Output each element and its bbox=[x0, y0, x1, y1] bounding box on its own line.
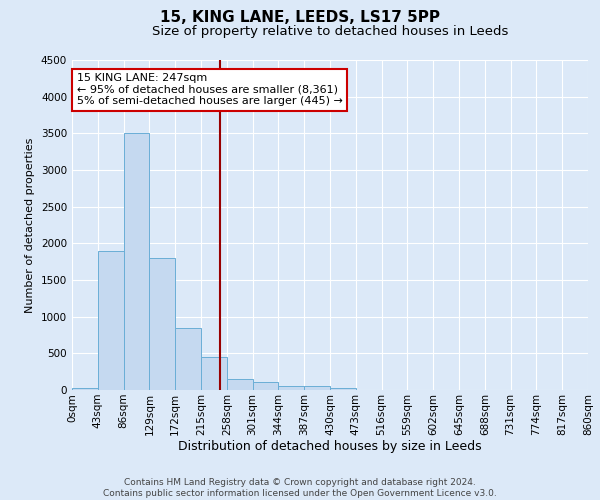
Bar bbox=[201, 357, 227, 390]
Bar bbox=[304, 386, 330, 390]
Text: Contains HM Land Registry data © Crown copyright and database right 2024.
Contai: Contains HM Land Registry data © Crown c… bbox=[103, 478, 497, 498]
Bar bbox=[98, 250, 124, 390]
Text: 15 KING LANE: 247sqm
← 95% of detached houses are smaller (8,361)
5% of semi-det: 15 KING LANE: 247sqm ← 95% of detached h… bbox=[77, 73, 343, 106]
Bar bbox=[149, 258, 175, 390]
Bar bbox=[330, 388, 356, 390]
Bar bbox=[227, 378, 253, 390]
Title: Size of property relative to detached houses in Leeds: Size of property relative to detached ho… bbox=[152, 25, 508, 38]
Bar bbox=[253, 382, 278, 390]
Bar bbox=[278, 386, 304, 390]
Text: 15, KING LANE, LEEDS, LS17 5PP: 15, KING LANE, LEEDS, LS17 5PP bbox=[160, 10, 440, 25]
Bar bbox=[72, 388, 98, 390]
Bar bbox=[175, 328, 201, 390]
Y-axis label: Number of detached properties: Number of detached properties bbox=[25, 138, 35, 312]
Bar bbox=[124, 134, 149, 390]
X-axis label: Distribution of detached houses by size in Leeds: Distribution of detached houses by size … bbox=[178, 440, 482, 454]
